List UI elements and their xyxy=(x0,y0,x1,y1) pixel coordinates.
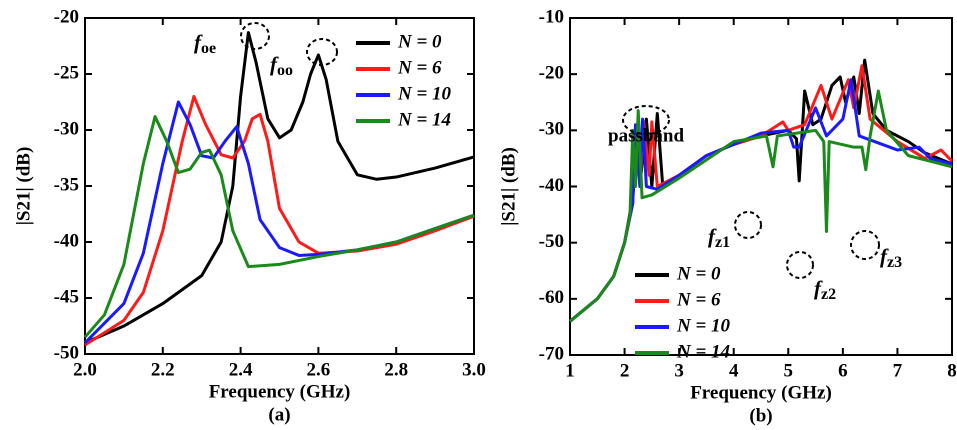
annotation: foo xyxy=(270,52,293,79)
annotation-subscript: z3 xyxy=(887,254,902,271)
panel-caption: (b) xyxy=(749,405,772,426)
series-line xyxy=(569,78,953,323)
x-tick-label: 2 xyxy=(620,360,630,381)
y-tick-label: -20 xyxy=(539,63,564,84)
series-line xyxy=(569,64,954,323)
x-tick-label: 2.0 xyxy=(73,359,97,380)
annotation-circle xyxy=(306,38,338,66)
x-tick-label: 3.0 xyxy=(462,359,486,380)
legend-label: N = 10 xyxy=(676,315,731,336)
series-line xyxy=(569,89,953,323)
y-tick-label: -35 xyxy=(54,174,79,195)
annotations: foe foo passband fz1 fz2 fz3 xyxy=(194,22,902,303)
y-tick-label: -40 xyxy=(54,230,79,251)
y-tick-label: -60 xyxy=(539,287,564,308)
y-axis-title: |S21| (dB) xyxy=(13,147,34,226)
x-tick-label: 2.6 xyxy=(307,359,331,380)
annotation-symbol: f xyxy=(880,244,889,268)
x-tick-label: 8 xyxy=(947,360,957,381)
x-axis-title: Frequency (GHz) xyxy=(209,381,351,402)
y-tick-label: -20 xyxy=(54,6,79,27)
annotation-circle xyxy=(734,211,762,239)
x-tick-label: 6 xyxy=(838,360,848,381)
y-tick-label: -70 xyxy=(539,343,564,364)
legend-label: N = 6 xyxy=(397,57,442,78)
legend-label: N = 14 xyxy=(397,109,451,130)
x-axis-title: Frequency (GHz) xyxy=(690,382,832,403)
annotation-circle xyxy=(622,105,670,135)
annotation-symbol: f xyxy=(708,224,717,248)
annotation-circle xyxy=(850,230,880,260)
y-tick-label: -40 xyxy=(539,175,564,196)
x-tick-label: 1 xyxy=(565,360,575,381)
x-tick-label: 2.4 xyxy=(229,359,253,380)
annotation: fz3 xyxy=(880,244,902,271)
annotation-subscript: oe xyxy=(201,40,216,57)
y-axis-title: |S21| (dB) xyxy=(498,147,519,226)
annotation-symbol: f xyxy=(814,276,823,300)
annotation-circle xyxy=(240,22,270,50)
annotation-circle xyxy=(786,251,814,279)
x-tick-label: 4 xyxy=(729,360,739,381)
annotation-subscript: oo xyxy=(277,62,293,79)
legend-label: N = 14 xyxy=(676,341,730,362)
annotation-subscript: z1 xyxy=(715,234,730,251)
annotation: fz2 xyxy=(814,276,836,303)
annotation-symbol: f xyxy=(270,52,279,76)
y-tick-label: -10 xyxy=(539,6,564,27)
y-tick-label: -30 xyxy=(54,118,79,139)
x-tick-label: 5 xyxy=(784,360,794,381)
x-tick-label: 2.2 xyxy=(151,359,175,380)
annotation-symbol: f xyxy=(194,30,203,54)
y-tick-label: -50 xyxy=(539,231,564,252)
panel-caption: (a) xyxy=(268,404,290,425)
series-line xyxy=(84,31,475,345)
y-tick-label: -50 xyxy=(54,342,79,363)
x-tick-label: 2.8 xyxy=(384,359,408,380)
annotation: fz1 xyxy=(708,224,730,251)
legend-label: N = 0 xyxy=(676,263,721,284)
y-tick-label: -30 xyxy=(539,119,564,140)
series-line xyxy=(84,94,475,347)
annotation: passband xyxy=(608,125,684,146)
x-tick-label: 3 xyxy=(674,360,684,381)
legend-label: N = 6 xyxy=(676,289,721,310)
y-tick-label: -45 xyxy=(54,286,79,307)
series-line xyxy=(569,58,953,323)
annotation-subscript: z2 xyxy=(821,286,836,303)
y-tick-label: -25 xyxy=(54,62,79,83)
legend-label: N = 10 xyxy=(397,83,452,104)
series-line xyxy=(83,115,475,339)
x-tick-label: 7 xyxy=(893,360,903,381)
annotation: foe xyxy=(194,30,216,57)
plot-frame xyxy=(569,17,953,356)
legend-label: N = 0 xyxy=(397,31,442,52)
